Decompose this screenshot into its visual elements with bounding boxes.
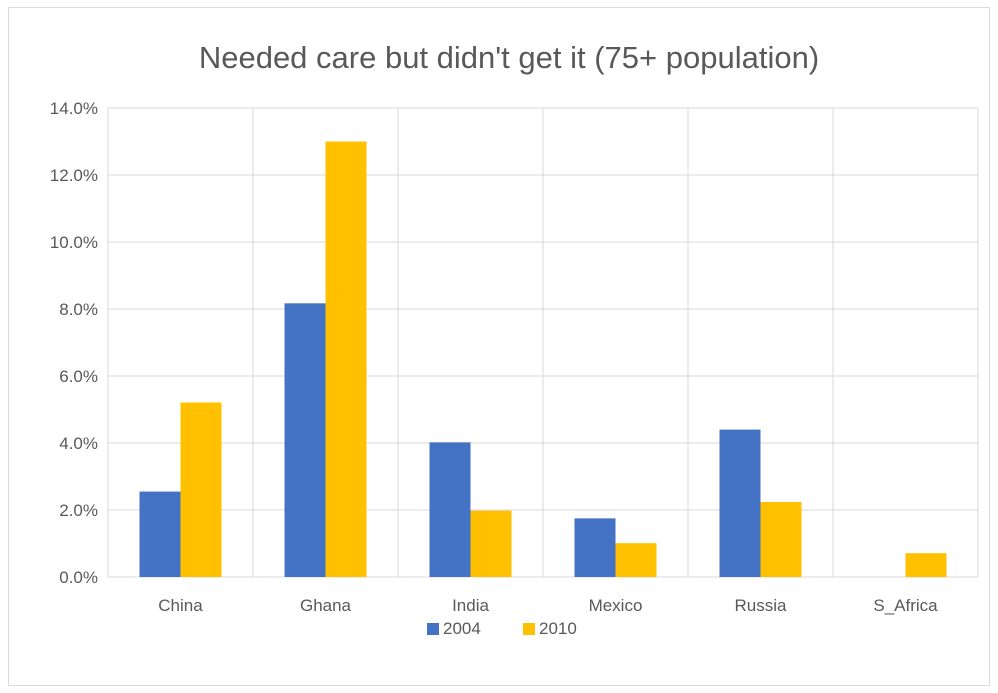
bar-2010-s_africa: [905, 553, 947, 577]
legend-swatch-2004: [427, 623, 439, 635]
x-tick-label: S_Africa: [873, 596, 938, 615]
bar-2010-india: [470, 510, 512, 577]
y-tick-label: 14.0%: [50, 99, 98, 118]
y-tick-label: 2.0%: [59, 501, 98, 520]
y-tick-label: 12.0%: [50, 166, 98, 185]
bar-2004-russia: [719, 429, 761, 577]
y-tick-label: 0.0%: [59, 568, 98, 587]
legend-label: 2004: [443, 619, 481, 638]
y-tick-label: 6.0%: [59, 367, 98, 386]
bar-2010-russia: [760, 501, 802, 577]
chart-title: Needed care but didn't get it (75+ popul…: [199, 40, 819, 75]
x-tick-label: Mexico: [589, 596, 643, 615]
bar-2004-mexico: [574, 518, 616, 577]
x-tick-label: China: [158, 596, 203, 615]
gridlines: [107, 107, 979, 578]
x-axis: China Ghana India Mexico Russia S_Africa: [158, 596, 938, 615]
chart-area: Needed care but didn't get it (75+ popul…: [8, 7, 990, 686]
y-tick-label: 4.0%: [59, 434, 98, 453]
legend-label: 2010: [539, 619, 577, 638]
bar-2010-mexico: [615, 543, 657, 577]
bar-2010-ghana: [325, 141, 367, 577]
bar-2004-india: [429, 442, 471, 577]
x-tick-label: Russia: [735, 596, 788, 615]
x-tick-label: India: [452, 596, 489, 615]
legend-swatch-2010: [523, 623, 535, 635]
bar-2004-china: [139, 491, 181, 577]
legend: 2004 2010: [427, 619, 577, 638]
bar-2010-china: [180, 402, 222, 577]
y-axis: 0.0% 2.0% 4.0% 6.0% 8.0% 10.0% 12.0% 14.0%: [50, 99, 98, 587]
bar-chart: Needed care but didn't get it (75+ popul…: [50, 40, 979, 638]
bars: [139, 141, 947, 577]
y-tick-label: 8.0%: [59, 300, 98, 319]
x-tick-label: Ghana: [300, 596, 352, 615]
y-tick-label: 10.0%: [50, 233, 98, 252]
bar-2004-ghana: [284, 303, 326, 577]
